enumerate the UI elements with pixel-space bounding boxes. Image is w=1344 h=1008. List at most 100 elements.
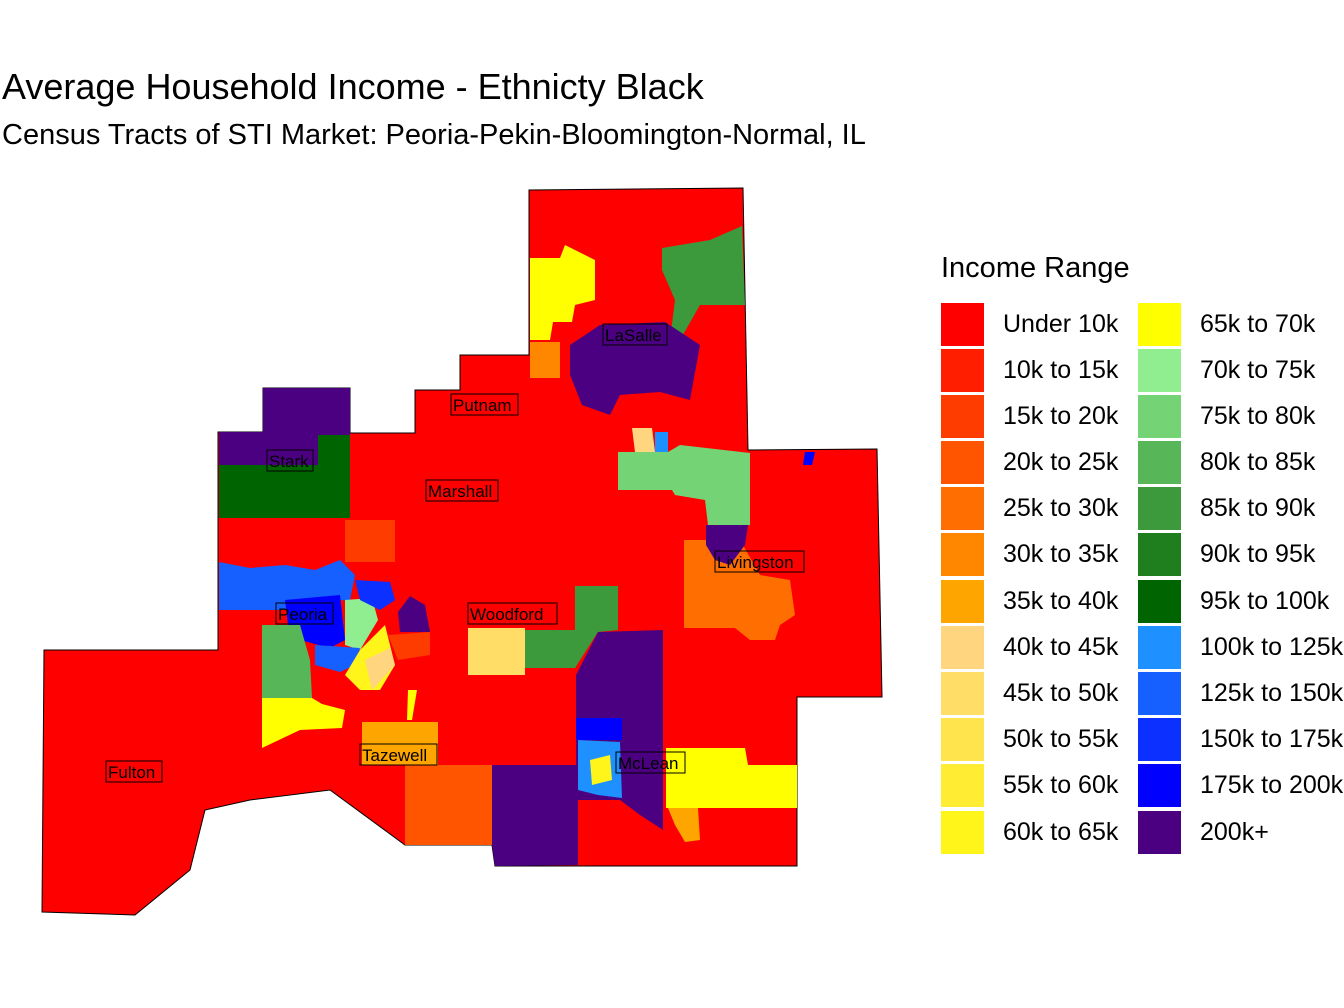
legend-title: Income Range [941,252,1130,284]
county-name: McLean [618,754,678,773]
legend-item: 200k+ [1138,809,1335,855]
tract [590,755,612,785]
legend-label: 30k to 35k [1003,540,1119,569]
map-subtitle: Census Tracts of STI Market: Peoria-Peki… [2,119,866,151]
legend-item: 100k to 125k [1138,624,1343,670]
legend-swatch [941,533,984,577]
county-name: Livingston [717,553,794,572]
legend-label: Under 10k [1003,309,1119,338]
tract [662,226,745,340]
legend-swatch [1138,348,1181,392]
legend-label: 85k to 90k [1200,494,1316,523]
tract [345,598,378,650]
legend-swatch [941,718,984,762]
tract [365,648,395,690]
tract [530,342,560,378]
legend-label: 20k to 25k [1003,448,1119,477]
tract [492,765,578,866]
legend-item: 35k to 40k [941,578,1138,624]
county-name: Tazewell [362,746,427,765]
county-label-fulton: Fulton [105,760,163,783]
tract [355,580,395,610]
county-name: Woodford [470,605,543,624]
legend-label: 15k to 20k [1003,401,1119,430]
legend-swatch [941,394,984,438]
legend-label: 60k to 65k [1003,817,1119,846]
tract [632,428,655,452]
tract [576,718,622,740]
county-name: Marshall [428,482,492,501]
legend-item: 80k to 85k [1138,440,1335,486]
legend-label: 175k to 200k [1200,771,1344,800]
legend-swatch [1138,579,1181,623]
county-name: Stark [269,452,309,471]
tract [219,435,350,518]
legend-item: 175k to 200k [1138,763,1343,809]
legend-swatch [941,487,984,531]
legend-item: 45k to 50k [941,671,1138,717]
tract [530,245,595,340]
tract [668,808,700,842]
legend-item: 30k to 35k [941,532,1138,578]
legend-label: 25k to 30k [1003,494,1119,523]
legend-label: 95k to 100k [1200,586,1330,615]
tract [655,432,668,452]
legend-item: 150k to 175k [1138,717,1343,763]
legend-swatch [1138,302,1181,346]
legend-item: 55k to 60k [941,763,1138,809]
legend-item: 50k to 55k [941,717,1138,763]
legend-swatch [1138,533,1181,577]
legend-label: 150k to 175k [1200,725,1344,754]
legend-label: 45k to 50k [1003,679,1119,707]
tract [262,698,345,748]
legend-label: 100k to 125k [1200,632,1344,661]
tract [398,596,430,632]
tract [388,632,430,660]
legend-item: 125k to 150k [1138,671,1343,717]
legend-swatch [941,579,984,623]
legend-item: 60k to 65k [941,809,1138,855]
county-label-putnam: Putnam [450,393,519,416]
legend-item: 90k to 95k [1138,532,1335,578]
legend-swatch [941,625,984,669]
legend-item: 10k to 15k [941,347,1138,393]
legend-label: 65k to 70k [1200,309,1316,338]
legend-item: 40k to 45k [941,624,1138,670]
legend-label: 80k to 85k [1200,448,1316,477]
legend-swatch [941,441,984,485]
tract [262,625,312,698]
tract [405,765,492,845]
county-label-woodford: Woodford [467,602,558,625]
county-label-livingston: Livingston [714,550,805,573]
legend-label: 35k to 40k [1003,586,1119,615]
legend-swatch [1138,672,1181,715]
legend-label: 70k to 75k [1200,355,1316,384]
legend-label: 90k to 95k [1200,540,1316,569]
legend-swatch [941,348,984,392]
county-label-stark: Stark [266,449,314,472]
legend-swatch [1138,764,1181,808]
tract [618,445,750,525]
legend-swatch [1138,718,1181,762]
tract [407,690,417,720]
legend-item: 95k to 100k [1138,578,1335,624]
county-name: Putnam [453,396,512,415]
legend-item: 65k to 70k [1138,301,1335,347]
tract [219,388,350,465]
county-name: Peoria [278,605,328,624]
legend-item: Under 10k [941,301,1138,347]
legend-label: 200k+ [1200,817,1269,846]
legend-label: 10k to 15k [1003,355,1119,384]
legend-swatch [941,810,984,854]
county-label-tazewell: Tazewell [359,743,438,766]
tract [803,452,815,465]
tract [706,525,748,565]
legend-label: 125k to 150k [1200,679,1344,707]
legend-swatch [1138,394,1181,438]
legend-item: 70k to 75k [1138,347,1335,393]
map-title: Average Household Income - Ethnicty Blac… [2,66,704,107]
legend: Under 10k 10k to 15k 15k to 20k 20k to 25k 2… [941,301,1343,855]
county-label-peoria: Peoria [275,602,334,625]
legend-item: 15k to 20k [941,393,1138,439]
